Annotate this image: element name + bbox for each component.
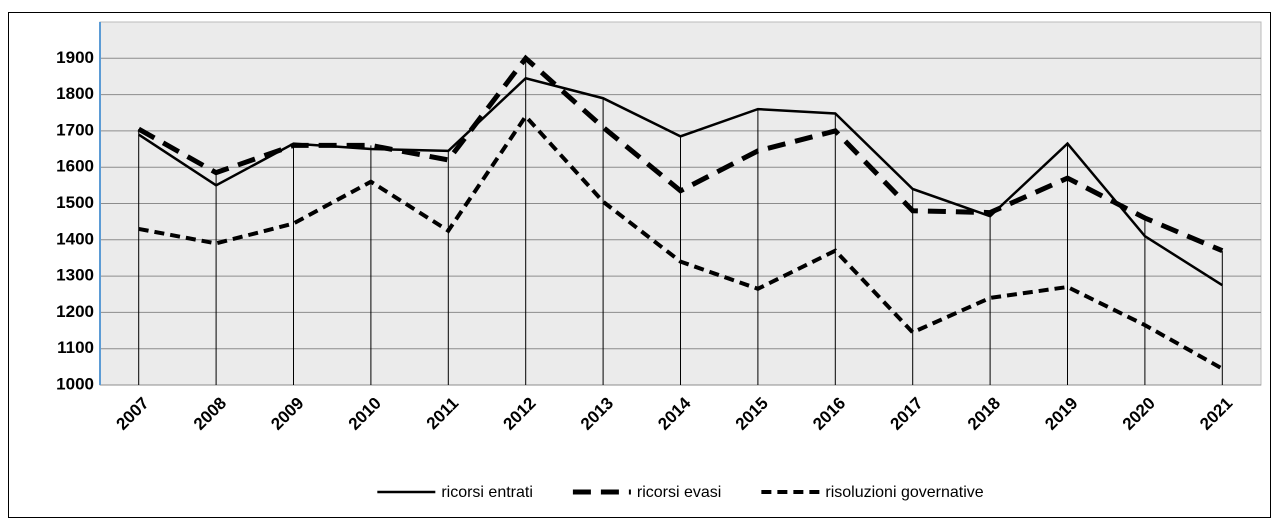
legend-label: risoluzioni governative xyxy=(825,484,983,501)
y-tick-label: 1300 xyxy=(56,266,94,285)
legend-label: ricorsi entrati xyxy=(441,484,533,501)
legend-item: ricorsi evasi xyxy=(572,484,721,501)
y-tick-label: 1500 xyxy=(56,193,94,212)
legend-item: risoluzioni governative xyxy=(761,484,984,501)
y-tick-label: 1700 xyxy=(56,120,94,139)
y-tick-label: 1800 xyxy=(56,84,94,103)
series-line xyxy=(138,113,1224,371)
y-tick-label: 1600 xyxy=(56,157,94,176)
legend-label: ricorsi evasi xyxy=(637,484,721,501)
y-tick-label: 1200 xyxy=(56,302,94,321)
y-tick-label: 1000 xyxy=(56,374,94,393)
y-tick-label: 1400 xyxy=(56,229,94,248)
legend-item: ricorsi entrati xyxy=(377,484,533,501)
y-tick-label: 1100 xyxy=(57,338,94,357)
series-line xyxy=(137,54,1224,253)
y-tick-label: 1900 xyxy=(56,48,94,67)
